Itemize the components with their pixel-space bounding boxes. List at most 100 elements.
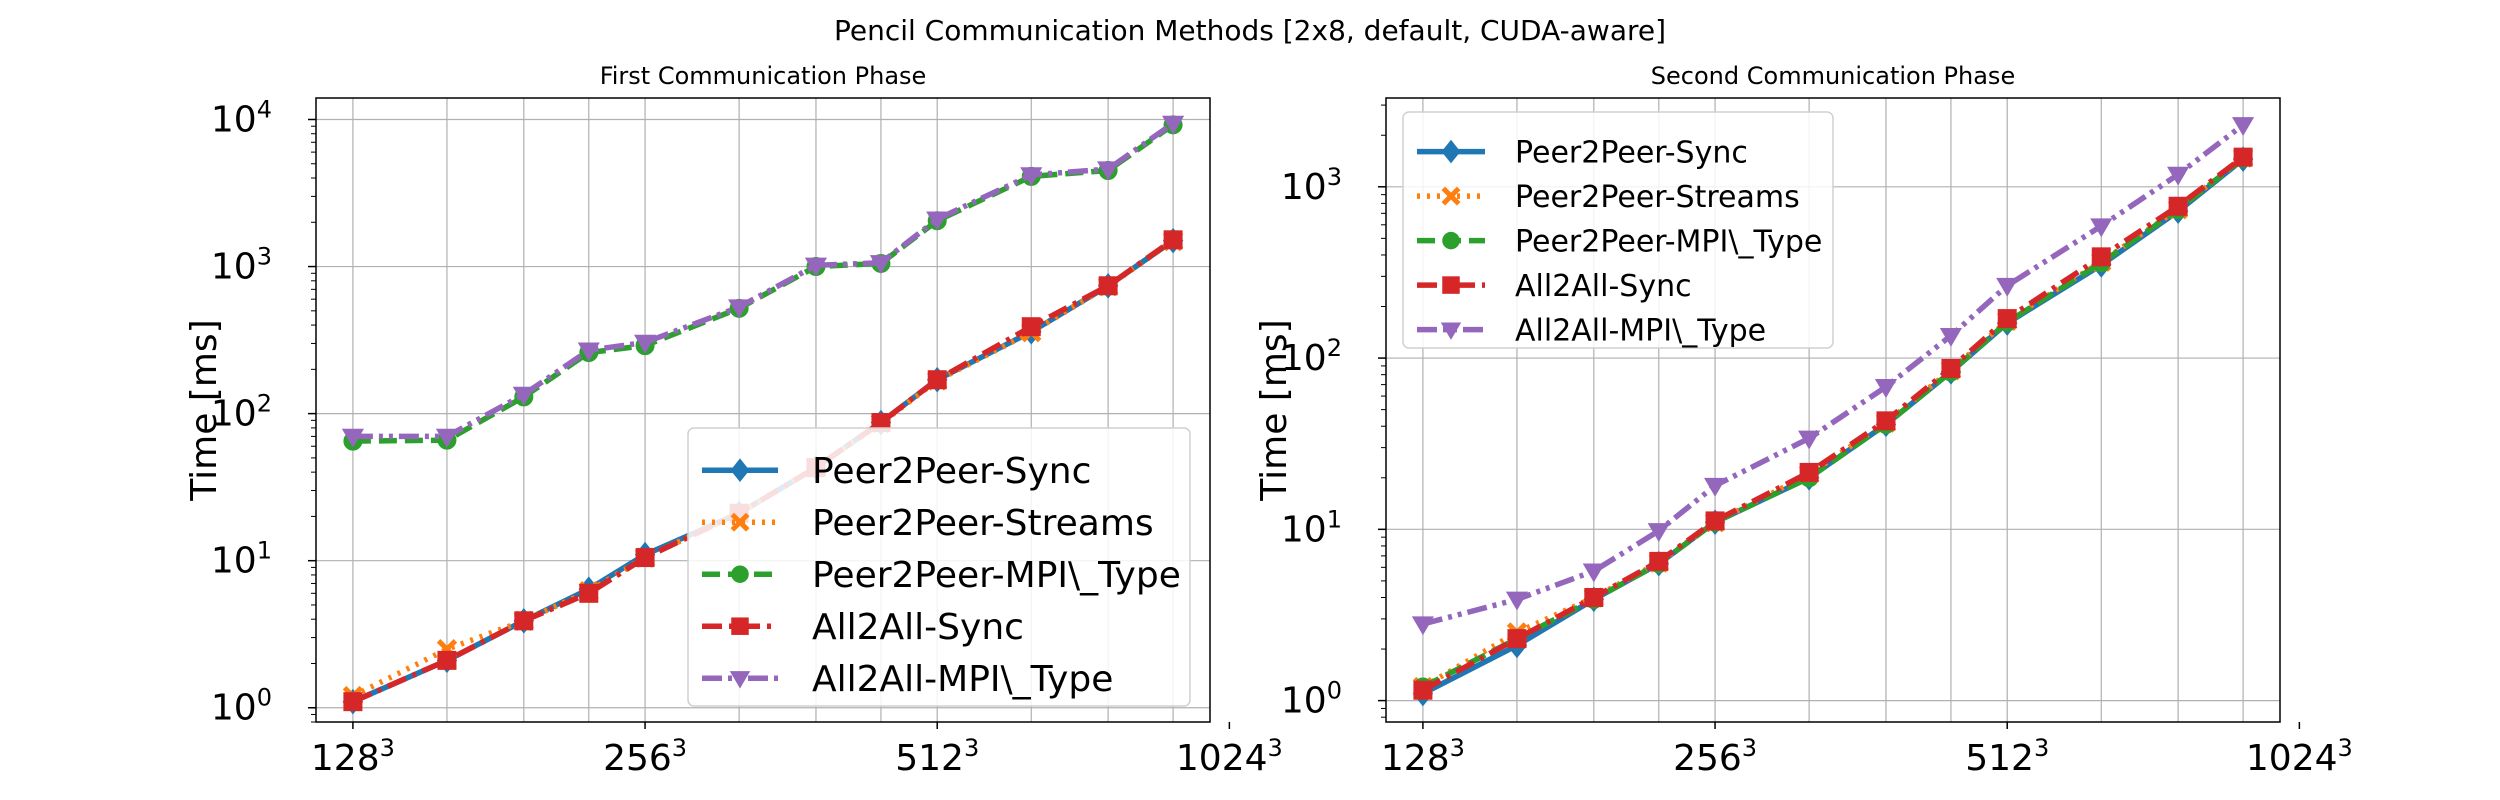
data-point: [1941, 358, 1961, 378]
series-line: [1421, 154, 2245, 693]
y-tick-label: 101: [211, 537, 272, 582]
data-point: [1798, 430, 1821, 450]
data-point: [1582, 563, 1605, 583]
data-point: [1163, 230, 1183, 250]
legend-label: All2All-MPI\_Type: [812, 659, 1113, 700]
legend-marker: [1442, 231, 1460, 250]
legend-label: Peer2Peer-Sync: [812, 451, 1091, 492]
x-tick-label: 2563: [1673, 734, 1757, 779]
data-point: [1874, 379, 1898, 398]
subplot-title: Second Communication Phase: [1651, 62, 2015, 90]
data-point: [577, 342, 600, 362]
legend: Peer2Peer-Sync Peer2Peer-Streams Peer2Peer…: [687, 427, 1191, 707]
legend-box: [1402, 111, 1834, 349]
x-tick-label: 5123: [1965, 734, 2049, 779]
data-point: [1703, 477, 1727, 497]
data-point: [512, 386, 535, 406]
data-point: [1021, 317, 1041, 337]
legend-marker: [730, 458, 750, 483]
figure-title: Pencil Communication Methods [2x8, defau…: [834, 14, 1666, 47]
y-tick-label: 102: [211, 390, 272, 435]
legend-label: Peer2Peer-Streams: [1515, 180, 1800, 215]
subplot-first-communication-phase: First Communication Phase Time [ms] 1283…: [184, 62, 1283, 779]
data-point: [1996, 277, 2019, 297]
data-point: [1584, 587, 1604, 607]
x-tick-label: 10243: [2246, 734, 2353, 779]
legend-marker: [1441, 186, 1461, 206]
data-point: [2167, 166, 2190, 186]
data-point: [728, 299, 751, 319]
y-tick-label: 103: [211, 243, 272, 288]
x-tick-label: 1283: [1381, 734, 1465, 779]
data-point: [2233, 147, 2253, 167]
legend-marker: [1442, 276, 1460, 294]
data-point: [1411, 616, 1434, 636]
legend: Peer2Peer-Sync Peer2Peer-Streams Peer2Peer…: [1402, 111, 1834, 349]
series-line: [352, 121, 1175, 440]
data-point: [1649, 551, 1669, 571]
legend-box: [687, 427, 1191, 707]
data-point: [341, 428, 364, 448]
legend-label: Peer2Peer-Sync: [1515, 135, 1748, 170]
data-point: [869, 255, 893, 275]
data-point: [1647, 523, 1670, 543]
series-all2all-mpi-type: [1411, 117, 2255, 636]
legend-label: Peer2Peer-MPI\_Type: [812, 555, 1181, 596]
legend-label: Peer2Peer-Streams: [812, 503, 1154, 544]
data-point: [1876, 411, 1896, 431]
axes-frame: [1385, 97, 2281, 723]
x-tick-label: 10243: [1176, 734, 1283, 779]
series-all2all-sync: [1413, 147, 2253, 700]
data-point: [1413, 680, 1433, 700]
data-point: [633, 334, 657, 354]
data-point: [1705, 511, 1725, 531]
series-line: [1421, 155, 2245, 690]
legend-marker: [1441, 139, 1461, 164]
legend-marker: [731, 565, 749, 583]
data-point: [1507, 629, 1527, 649]
series-line: [1422, 122, 2245, 627]
subplot-second-communication-phase: Second Communication Phase Time [ms] 128…: [1254, 62, 2353, 779]
data-point: [926, 211, 949, 231]
data-point: [1939, 328, 1963, 347]
legend-label: All2All-MPI\_Type: [1515, 313, 1766, 348]
y-tick-label: 100: [1281, 677, 1342, 722]
data-point: [1097, 161, 1120, 181]
legend-label: Peer2Peer-MPI\_Type: [1515, 224, 1822, 259]
data-point: [437, 650, 457, 670]
data-point: [2091, 247, 2111, 267]
legend-marker: [729, 671, 751, 689]
series-peer2peer-mpi-type: [343, 115, 1183, 451]
data-point: [1997, 309, 2017, 329]
x-tick-label: 2563: [603, 734, 687, 779]
y-axis-label: Time [ms]: [1254, 319, 1295, 501]
legend-marker: [730, 512, 750, 532]
legend-label: All2All-Sync: [812, 607, 1024, 648]
data-point: [635, 548, 655, 568]
series-all2all-mpi-type: [341, 115, 1185, 448]
x-tick-label: 5123: [895, 734, 979, 779]
data-point: [927, 370, 947, 390]
data-point: [804, 257, 828, 277]
y-tick-label: 104: [211, 95, 272, 140]
y-tick-label: 100: [211, 684, 272, 729]
data-point: [1799, 462, 1819, 482]
data-point: [514, 611, 534, 631]
data-point: [1162, 115, 1185, 135]
data-point: [1098, 276, 1118, 296]
axes-frame: [315, 97, 1211, 723]
y-axis-label: Time [ms]: [184, 319, 225, 501]
legend-label: All2All-Sync: [1515, 269, 1692, 304]
data-point: [343, 692, 363, 712]
legend-marker: [1440, 322, 1462, 340]
y-tick-label: 102: [1281, 334, 1342, 379]
data-point: [1020, 167, 1043, 187]
y-tick-label: 101: [1281, 505, 1342, 550]
subplot-title: First Communication Phase: [600, 62, 927, 90]
data-point: [2090, 218, 2113, 238]
data-point: [579, 583, 599, 603]
data-point: [2168, 196, 2188, 216]
data-point: [1505, 591, 1529, 611]
x-tick-label: 1283: [311, 734, 395, 779]
